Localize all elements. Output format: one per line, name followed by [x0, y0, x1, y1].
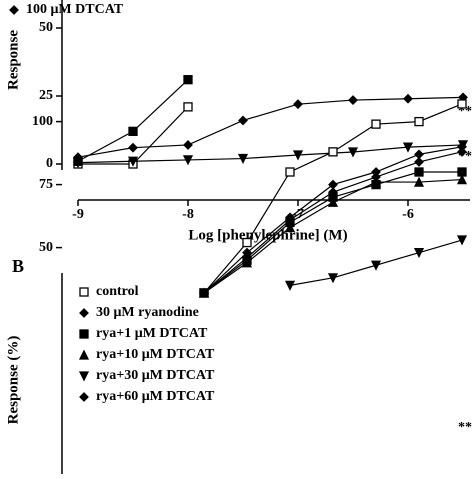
marker — [241, 257, 253, 268]
x-tick-label: -6 — [402, 207, 414, 222]
y-tick-label: 100 — [32, 114, 53, 129]
marker — [414, 157, 424, 167]
marker — [370, 176, 382, 187]
legend-marker — [79, 308, 89, 318]
marker — [242, 252, 252, 263]
legend-label: 100 μM DTCAT — [26, 2, 124, 17]
y-tick-label: 50 — [39, 20, 53, 35]
legend-label: rya+30 μM DTCAT — [96, 368, 215, 383]
y-axis-label: Response (%) — [5, 336, 21, 425]
series-line — [77, 96, 464, 158]
marker — [413, 247, 425, 259]
legend-marker — [78, 371, 90, 382]
marker — [327, 196, 339, 207]
marker — [370, 260, 382, 271]
legend-label: control — [96, 284, 139, 299]
legend-label: rya+1 μM DTCAT — [96, 326, 208, 341]
marker — [347, 147, 359, 158]
legend-marker — [79, 329, 89, 339]
marker — [413, 176, 425, 187]
marker — [414, 167, 424, 177]
y-tick-label: 50 — [39, 240, 53, 255]
marker — [371, 172, 381, 182]
y-axis-label: Response — [5, 30, 21, 90]
panel-label: B — [12, 256, 24, 276]
marker — [457, 146, 467, 157]
marker — [199, 288, 209, 298]
legend-marker — [78, 349, 90, 360]
legend-label: rya+10 μM DTCAT — [96, 347, 215, 362]
marker — [242, 237, 252, 248]
legend-marker — [79, 287, 89, 297]
marker — [128, 126, 138, 137]
legend-marker — [9, 5, 19, 15]
marker — [293, 99, 303, 110]
marker — [403, 93, 413, 104]
marker — [371, 119, 381, 129]
marker — [414, 116, 424, 127]
series-line — [77, 144, 464, 164]
marker — [328, 187, 338, 198]
marker — [284, 221, 296, 233]
y-tick-label: 25 — [39, 88, 53, 103]
legend-marker — [79, 392, 89, 402]
marker — [182, 155, 194, 166]
marker — [183, 102, 193, 112]
marker — [327, 273, 339, 284]
marker — [402, 142, 414, 153]
marker — [128, 142, 138, 153]
legend-label: rya+60 μM DTCAT — [96, 389, 215, 404]
marker — [457, 99, 467, 109]
y-tick-label: 75 — [39, 177, 53, 192]
marker — [285, 167, 295, 177]
marker — [127, 156, 139, 167]
marker — [456, 235, 468, 246]
marker — [72, 157, 84, 169]
x-tick-label: -9 — [72, 207, 84, 222]
marker — [292, 150, 304, 161]
marker — [183, 75, 193, 85]
legend-label: 30 μM ryanodine — [96, 305, 199, 320]
y-tick-label: 0 — [46, 156, 53, 171]
x-tick-label: -8 — [182, 207, 194, 222]
marker — [328, 147, 338, 157]
marker — [456, 174, 468, 185]
marker — [238, 115, 248, 126]
marker — [237, 153, 249, 165]
annotation: ** — [458, 420, 472, 435]
marker — [348, 95, 358, 105]
marker — [285, 214, 295, 225]
marker — [284, 280, 296, 291]
marker — [183, 140, 193, 150]
